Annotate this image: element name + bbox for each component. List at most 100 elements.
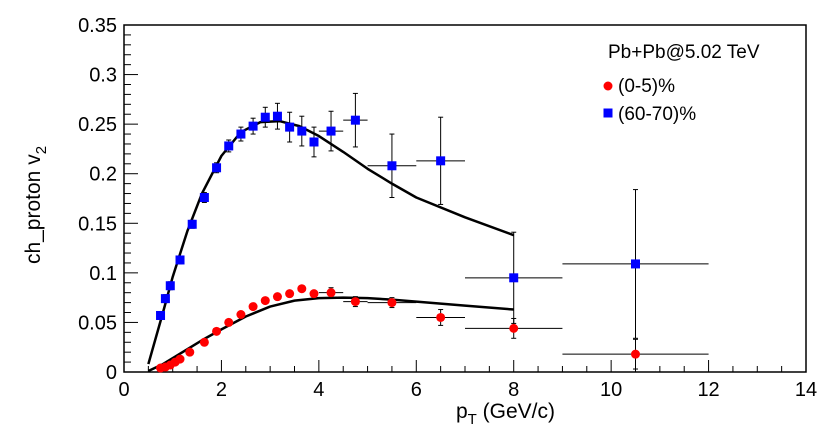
- marker-square: [260, 112, 270, 122]
- marker-square: [631, 259, 640, 269]
- data-point: [224, 317, 234, 327]
- data-point: [165, 281, 175, 291]
- marker-square: [212, 163, 222, 173]
- data-point: [272, 292, 282, 302]
- data-point: [248, 117, 258, 135]
- data-point: [185, 347, 195, 357]
- data-point: [416, 309, 465, 326]
- y-axis-title: ch_proton v2: [22, 146, 50, 264]
- y-tick-label: 0.25: [78, 114, 117, 136]
- axes: 0 2 4 6 8 10 12 14 0 0.05 0.1 0.15 0.2 0.25 0.3 0.35: [78, 15, 817, 401]
- data-points: [156, 92, 709, 373]
- marker-square: [326, 126, 336, 136]
- marker-circle: [297, 284, 307, 294]
- legend-header: Pb+Pb@5.02 TeV: [608, 42, 760, 63]
- data-point: [260, 106, 270, 128]
- data-point: [297, 284, 307, 294]
- marker-square: [175, 255, 185, 265]
- marker-square: [350, 115, 360, 125]
- marker-square: [285, 122, 295, 132]
- y-tick-label: 0.35: [78, 15, 117, 37]
- marker-circle: [285, 289, 295, 299]
- marker-circle: [248, 302, 258, 312]
- x-axis-title: pT (GeV/c): [456, 400, 555, 428]
- model-curves: [147, 119, 515, 373]
- data-point: [175, 255, 185, 265]
- x-tick-label: 8: [508, 379, 519, 401]
- x-tick-label: 4: [313, 379, 324, 401]
- legend-marker-0-5: [603, 81, 613, 91]
- marker-circle: [224, 317, 234, 327]
- marker-square: [199, 193, 209, 203]
- data-point: [309, 126, 319, 158]
- x-tick-label: 0: [118, 379, 129, 401]
- marker-square: [156, 310, 166, 320]
- marker-circle: [350, 297, 360, 307]
- legend-label-0-5: (0-5)%: [618, 76, 675, 97]
- model-curve-1: [147, 119, 515, 365]
- marker-square: [187, 219, 197, 229]
- data-point: [160, 294, 170, 304]
- marker-circle: [309, 289, 319, 299]
- data-point: [318, 287, 344, 299]
- marker-square: [224, 141, 234, 151]
- data-point: [199, 192, 209, 203]
- data-point: [260, 296, 270, 306]
- y-tick-label: 0.05: [78, 312, 117, 334]
- x-tick-label: 14: [795, 379, 817, 401]
- marker-circle: [326, 288, 336, 298]
- model-curve-0: [147, 296, 514, 373]
- marker-circle: [185, 347, 195, 357]
- data-point: [416, 116, 465, 205]
- data-point: [285, 289, 295, 299]
- legend: Pb+Pb@5.02 TeV (0-5)% (60-70)%: [603, 42, 760, 125]
- x-tick-label: 2: [216, 379, 227, 401]
- marker-circle: [236, 309, 246, 319]
- marker-square: [248, 121, 258, 131]
- x-tick-label: 6: [411, 379, 422, 401]
- data-point: [285, 111, 295, 143]
- data-point: [175, 354, 185, 364]
- marker-circle: [175, 354, 185, 364]
- data-point: [562, 189, 709, 339]
- data-point: [236, 309, 246, 319]
- marker-circle: [199, 337, 209, 347]
- marker-circle: [436, 312, 446, 322]
- legend-marker-60-70: [603, 108, 613, 118]
- y-tick-label: 0.3: [89, 65, 117, 87]
- marker-circle: [212, 326, 222, 336]
- data-point: [248, 302, 258, 312]
- y-tick-label: 0.1: [89, 263, 117, 285]
- data-point: [343, 92, 368, 148]
- marker-square: [236, 129, 246, 139]
- marker-square: [387, 161, 397, 171]
- marker-square: [297, 126, 307, 136]
- x-tick-label: 10: [600, 379, 622, 401]
- y-tick-label: 0.2: [89, 164, 117, 186]
- data-point: [199, 337, 209, 347]
- data-point: [224, 139, 234, 153]
- marker-circle: [631, 349, 640, 359]
- marker-square: [165, 281, 175, 291]
- axis-labels: ch_proton v2 pT (GeV/c): [22, 146, 555, 428]
- data-point: [297, 115, 307, 147]
- marker-circle: [509, 323, 519, 333]
- data-point: [562, 338, 709, 370]
- marker-circle: [260, 296, 270, 306]
- y-tick-label: 0: [106, 362, 117, 384]
- data-point: [156, 310, 166, 320]
- marker-circle: [272, 292, 282, 302]
- data-point: [212, 326, 222, 336]
- legend-label-60-70: (60-70)%: [618, 104, 696, 125]
- marker-circle: [387, 298, 397, 308]
- y-tick-label: 0.15: [78, 213, 117, 235]
- data-point: [272, 102, 282, 130]
- marker-square: [436, 156, 446, 166]
- marker-square: [160, 294, 170, 304]
- data-point: [236, 126, 246, 142]
- data-point: [212, 162, 222, 174]
- data-point: [309, 289, 319, 299]
- data-point: [318, 110, 344, 152]
- data-point: [367, 297, 417, 309]
- data-point: [465, 231, 563, 324]
